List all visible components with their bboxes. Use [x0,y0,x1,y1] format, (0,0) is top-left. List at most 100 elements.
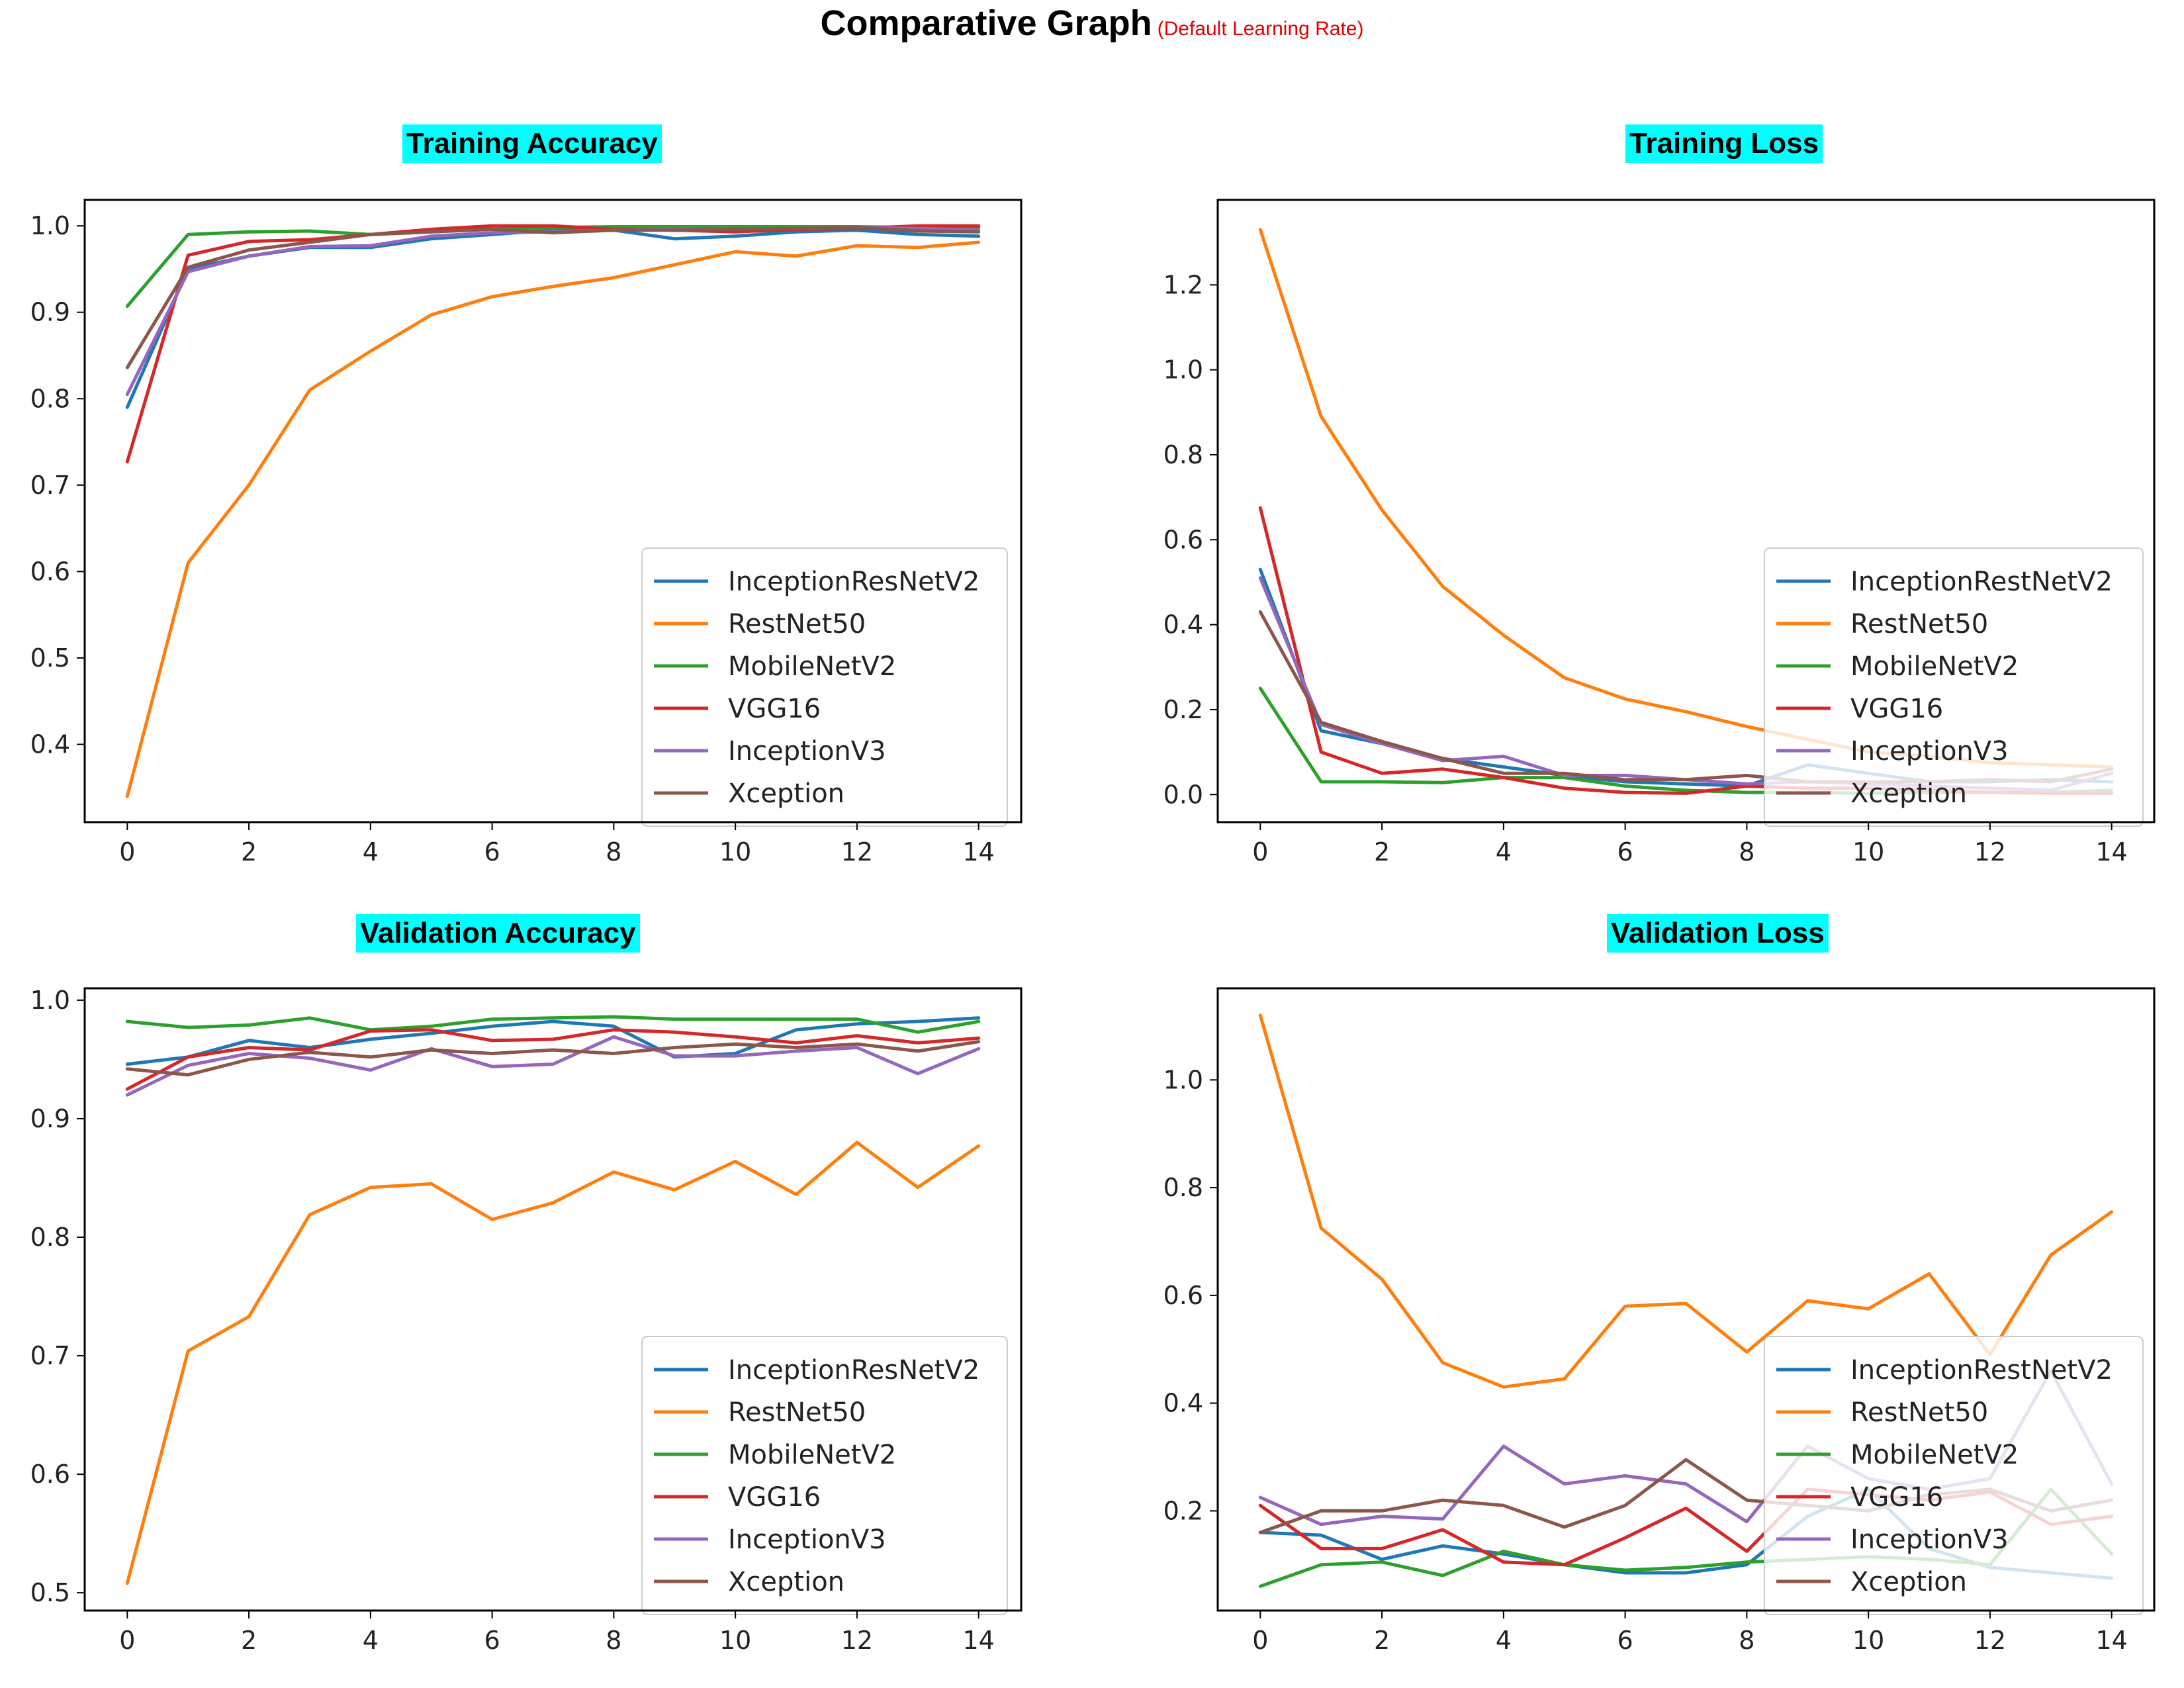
y-tick-label: 0.8 [1163,440,1203,469]
y-tick-label: 0.4 [1163,610,1203,639]
legend-label-3: VGG16 [728,694,821,724]
legend-label-1: RestNet50 [1850,1397,1988,1428]
x-tick-label: 12 [1974,1626,2006,1655]
x-tick-label: 12 [841,837,873,867]
y-tick-label: 1.0 [1163,355,1203,385]
x-tick-label: 12 [841,1626,873,1655]
x-tick-label: 2 [241,1626,257,1655]
x-tick-label: 0 [1252,1626,1268,1655]
chart-training-loss: InceptionRestNetV2 RestNet50 MobileNetV2 VG… [1163,199,2156,867]
plot-frame [83,987,1023,1612]
x-tick-label: 14 [963,837,995,867]
y-tick-label: 0.9 [30,1104,70,1133]
series-line-3 [125,1028,981,1091]
series-line-3 [125,224,981,464]
x-tick-label: 10 [1852,1626,1884,1655]
y-tick-label: 0.6 [1163,1281,1203,1310]
y-tick-label: 0.8 [30,1223,70,1252]
legend-box [641,547,1008,827]
panel-title-validation-accuracy: Validation Accuracy [356,914,640,953]
legend-label-1: RestNet50 [728,609,866,639]
y-tick-label: 0.7 [30,1341,70,1370]
x-tick-label: 2 [241,837,257,867]
legend-label-1: RestNet50 [728,1397,866,1428]
x-tick-label: 8 [606,1626,621,1655]
plot-frame [1216,199,2156,823]
y-tick-label: 1.2 [1163,270,1203,299]
x-tick-label: 14 [2096,1626,2128,1655]
legend-box [1764,1336,2144,1615]
x-tick-label: 2 [1374,837,1390,867]
legend-box [1764,547,2144,827]
chart-training-accuracy: InceptionResNetV2 RestNet50 MobileNetV2 VGG… [30,199,1023,867]
y-tick-label: 0.2 [1163,695,1203,724]
y-tick-label: 0.8 [1163,1173,1203,1202]
x-tick-label: 6 [484,1626,500,1655]
series-line-1 [1258,1013,2114,1389]
series-line-4 [125,1035,981,1097]
y-tick-label: 0.5 [30,643,70,673]
legend-label-5: Xception [728,778,844,809]
y-tick-label: 1.0 [1163,1065,1203,1094]
legend-label-0: InceptionResNetV2 [728,567,979,597]
x-tick-label: 8 [606,837,621,867]
y-tick-label: 0.0 [1163,780,1203,809]
legend-label-5: Xception [728,1567,844,1597]
x-tick-label: 0 [1252,837,1268,867]
legend-label-3: VGG16 [1850,694,1943,724]
series-line-5 [125,226,981,369]
x-tick-label: 4 [363,1626,379,1655]
y-tick-label: 1.0 [30,211,70,240]
legend-label-4: InceptionV3 [728,736,886,767]
legend-label-3: VGG16 [728,1482,821,1513]
series-line-2 [125,1015,981,1034]
legend-label-4: InceptionV3 [728,1524,886,1555]
legend-label-3: VGG16 [1850,1482,1943,1513]
x-tick-label: 12 [1974,837,2006,867]
series-line-1 [125,240,981,798]
x-tick-label: 0 [119,837,135,867]
legend-box [641,1336,1008,1615]
x-tick-label: 10 [719,837,751,867]
chart-validation-loss: InceptionRestNetV2 RestNet50 MobileNetV2 VG… [1163,987,2156,1655]
x-tick-label: 8 [1739,837,1754,867]
x-tick-label: 6 [1617,837,1633,867]
panel-title-validation-loss: Validation Loss [1607,914,1829,953]
legend-label-4: InceptionV3 [1850,1524,2009,1555]
page-title: Comparative Graph (Default Learning Rate) [0,3,2184,44]
page-subtitle: (Default Learning Rate) [1157,18,1364,40]
y-tick-label: 0.6 [30,557,70,586]
legend-label-0: InceptionResNetV2 [728,1355,979,1385]
x-tick-label: 4 [1496,837,1512,867]
y-tick-label: 0.2 [1163,1496,1203,1525]
y-tick-label: 0.5 [30,1578,70,1607]
x-tick-label: 14 [963,1626,995,1655]
x-tick-label: 10 [1852,837,1884,867]
legend-label-0: InceptionRestNetV2 [1850,1355,2113,1385]
series-line-4 [125,226,981,397]
panel-title-training-accuracy: Training Accuracy [402,124,662,163]
series-line-0 [125,1016,981,1066]
chart-validation-accuracy: InceptionResNetV2 RestNet50 MobileNetV2 VGG… [30,986,1023,1655]
page-title-text: Comparative Graph [820,3,1152,43]
x-tick-label: 10 [719,1626,751,1655]
legend-label-2: MobileNetV2 [1850,651,2019,682]
legend-label-0: InceptionRestNetV2 [1850,567,2113,597]
y-tick-label: 1.0 [30,986,70,1015]
x-tick-label: 4 [1496,1626,1512,1655]
plot-frame [83,199,1023,823]
x-tick-label: 8 [1739,1626,1754,1655]
x-tick-label: 6 [484,837,500,867]
y-tick-label: 0.4 [30,730,70,759]
y-tick-label: 0.4 [1163,1389,1203,1418]
panel-title-training-loss: Training Loss [1625,124,1823,163]
y-tick-label: 0.6 [1163,525,1203,554]
x-tick-label: 6 [1617,1626,1633,1655]
legend-label-2: MobileNetV2 [728,1440,896,1470]
legend-label-4: InceptionV3 [1850,736,2009,767]
y-tick-label: 0.7 [30,471,70,500]
legend-label-2: MobileNetV2 [728,651,896,682]
y-tick-label: 0.6 [30,1460,70,1489]
x-tick-label: 14 [2096,837,2128,867]
